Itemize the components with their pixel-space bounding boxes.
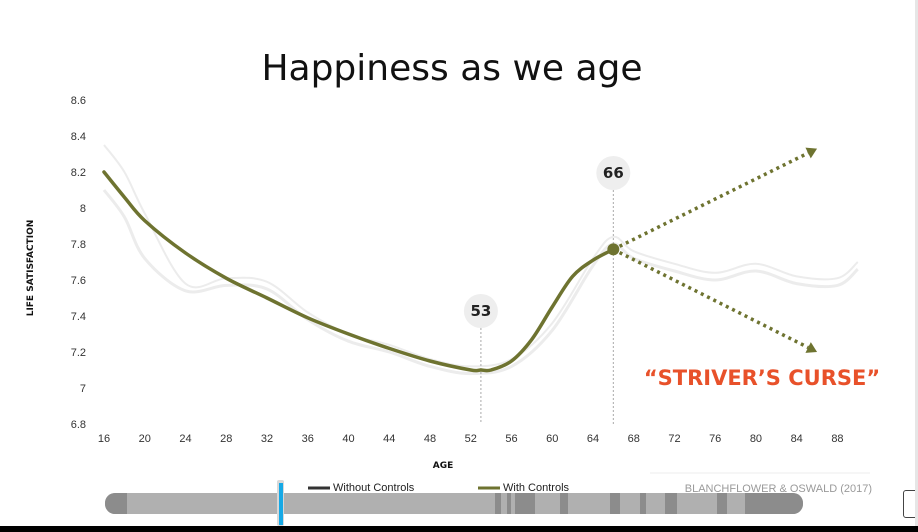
scrubber-segment xyxy=(745,493,803,514)
y-tick-label: 6.8 xyxy=(71,419,86,431)
scrubber-segment xyxy=(515,493,535,514)
x-tick-label: 16 xyxy=(98,433,110,445)
scrubber-segment xyxy=(717,493,727,514)
arrowhead-up xyxy=(805,147,818,159)
guide-lines xyxy=(480,190,614,424)
legend-label-without-controls: Without Controls xyxy=(333,482,415,494)
faint-lines xyxy=(102,144,859,376)
chart-title: Happiness as we age xyxy=(261,48,642,89)
x-tick-label: 40 xyxy=(342,433,354,445)
scrubber-segment xyxy=(610,493,620,514)
y-tick-label: 8.6 xyxy=(71,95,86,107)
x-tick-label: 88 xyxy=(831,433,843,445)
x-tick-label: 76 xyxy=(709,433,721,445)
y-tick-label: 8.4 xyxy=(71,131,86,143)
x-tick-label: 64 xyxy=(587,433,599,445)
y-tick-label: 8.2 xyxy=(71,167,86,179)
right-edge xyxy=(915,0,918,526)
legend-label-with-controls: With Controls xyxy=(503,482,570,494)
x-axis-label: AGE xyxy=(433,461,454,471)
y-tick-label: 7.2 xyxy=(71,347,86,359)
x-tick-label: 72 xyxy=(668,433,680,445)
x-tick-label: 68 xyxy=(628,433,640,445)
x-tick-label: 84 xyxy=(791,433,803,445)
series-line-without-controls-variant xyxy=(103,144,859,368)
projection-arrows xyxy=(612,147,818,353)
x-tick-label: 56 xyxy=(505,433,517,445)
series-line-without-controls xyxy=(102,189,859,376)
scrubber-segment xyxy=(665,493,677,514)
y-tick-label: 7.8 xyxy=(71,239,86,251)
y-tick-label: 7.6 xyxy=(71,275,86,287)
scrubber-segment xyxy=(507,493,511,514)
x-tick-label: 52 xyxy=(465,433,477,445)
x-tick-label: 60 xyxy=(546,433,558,445)
annotation-bubble-53 xyxy=(463,294,498,328)
scrubber-playhead[interactable] xyxy=(277,480,284,526)
annotation-bubble-66 xyxy=(596,156,631,190)
projection-line-down xyxy=(612,247,809,350)
x-tick-label: 32 xyxy=(261,433,273,445)
x-tick-label: 24 xyxy=(179,433,191,445)
series-line-with-controls xyxy=(102,170,616,373)
x-axis-ticks: 16 20 24 28 32 36 40 44 48 52 56 60 64 68 72 76 80 84 88 xyxy=(98,433,844,445)
scrubber-segment xyxy=(105,493,127,514)
x-tick-label: 20 xyxy=(139,433,151,445)
bottom-bar xyxy=(0,526,918,532)
legend: Without Controls With Controls xyxy=(308,482,570,494)
x-tick-label: 28 xyxy=(220,433,232,445)
y-tick-label: 7 xyxy=(80,383,86,395)
y-axis-ticks: 8.6 8.4 8.2 8 7.8 7.6 7.4 7.2 7 6.8 xyxy=(71,95,86,431)
annotation-label-53: 53 xyxy=(470,302,491,320)
annotation-label-66: 66 xyxy=(603,164,624,182)
x-tick-label: 80 xyxy=(750,433,762,445)
source-credit: BLANCHFLOWER & OSWALD (2017) xyxy=(685,483,872,495)
x-tick-label: 36 xyxy=(302,433,314,445)
playhead-indicator xyxy=(279,483,283,525)
strivers-curse-label: “STRIVER’S CURSE” xyxy=(644,366,880,390)
corner-button[interactable] xyxy=(903,490,918,518)
y-tick-label: 8 xyxy=(80,203,86,215)
x-tick-label: 48 xyxy=(424,433,436,445)
annotation-bubbles: 53 66 xyxy=(463,156,631,328)
arrowhead-down xyxy=(805,342,818,353)
scrubber-segment xyxy=(495,493,501,514)
y-axis-label: LIFE SATISFACTION xyxy=(26,220,36,317)
video-scrubber-track[interactable] xyxy=(105,493,803,514)
projection-line-up xyxy=(612,151,809,251)
y-tick-label: 7.4 xyxy=(71,311,86,323)
x-tick-label: 44 xyxy=(383,433,395,445)
scrubber-segment xyxy=(560,493,568,514)
scrubber-segment xyxy=(640,493,646,514)
